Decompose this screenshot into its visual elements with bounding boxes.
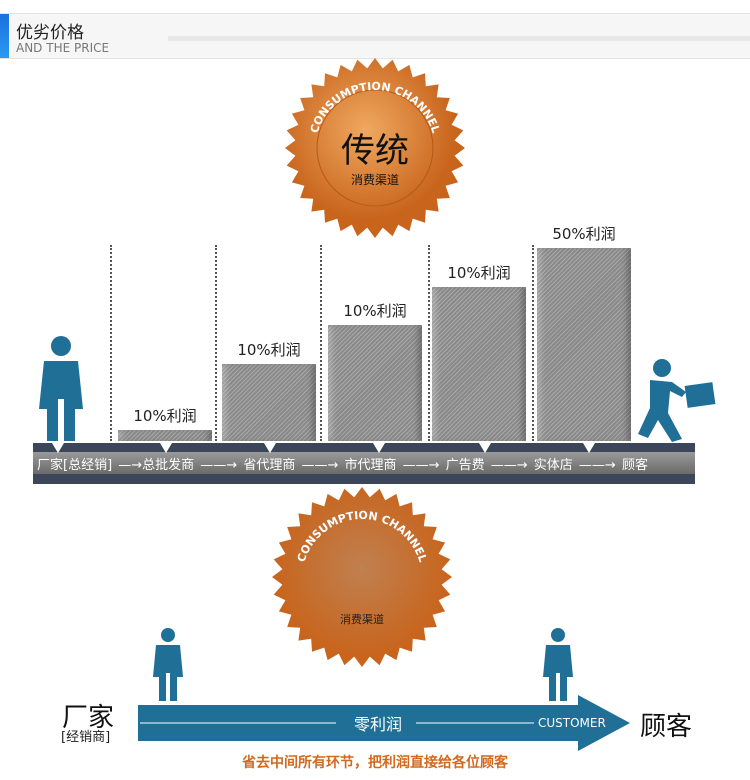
profit-label: 10%利润 (343, 302, 407, 321)
person-icon (39, 336, 83, 441)
seal-main-text: 传统 (341, 131, 409, 171)
seal-sub-text: 消费渠道 (340, 612, 384, 626)
manufacturer-sublabel: [经销商] (61, 730, 111, 745)
section-header: 优劣价格 AND THE PRICE (0, 13, 750, 59)
pointer (373, 443, 385, 453)
person-icon (153, 628, 183, 701)
profit-bar (222, 363, 316, 441)
accent-bar (0, 14, 9, 58)
profit-label: 50%利润 (552, 225, 616, 243)
dotted-guide (428, 245, 430, 441)
section-subtitle: AND THE PRICE (16, 41, 110, 55)
manufacturer-label: 厂家 (62, 703, 115, 733)
profit-label: 10%利润 (237, 340, 301, 359)
walking-person-icon (638, 359, 716, 442)
profit-bar (432, 286, 526, 441)
pointer (583, 443, 595, 453)
customer-title: 顾客 (640, 712, 693, 742)
profit-label: 10%利润 (133, 407, 197, 425)
dotted-guide (532, 245, 534, 441)
seal-traditional: CONSUMPTION CHANNEL 传统 消费渠道 (285, 58, 465, 238)
zero-profit-label: 零利润 (353, 715, 402, 734)
savings-note: 省去中间所有环节，把利润直接给各位顾客 (242, 755, 508, 771)
pointer (52, 443, 64, 453)
profit-bar (328, 325, 422, 441)
customer-label: CUSTOMER (538, 716, 606, 730)
seal-consumption: CONSUMPTION CHANNEL 消费渠道 (272, 487, 452, 667)
dotted-guide (110, 245, 112, 441)
dotted-guide (215, 245, 217, 441)
profit-label: 10%利润 (447, 263, 511, 282)
seal-shape (285, 58, 465, 238)
profit-bar (537, 248, 631, 441)
direct-arrow (138, 695, 630, 751)
seal-sub-text: 消费渠道 (351, 173, 399, 187)
channel-strip: 厂家[总经销] —→总批发商 ——→ 省代理商 ——→ 市代理商 ——→ 广告费… (33, 443, 695, 484)
profit-bar (118, 430, 212, 441)
pointer (160, 443, 172, 453)
pointer (264, 443, 276, 453)
section-title: 优劣价格 (16, 23, 84, 43)
person-icon (543, 628, 573, 701)
dotted-guide (320, 245, 322, 441)
divider (168, 36, 750, 41)
channel-chain-text: 厂家[总经销] —→总批发商 ——→ 省代理商 ——→ 市代理商 ——→ 广告费… (37, 458, 648, 473)
pointer (479, 443, 491, 453)
